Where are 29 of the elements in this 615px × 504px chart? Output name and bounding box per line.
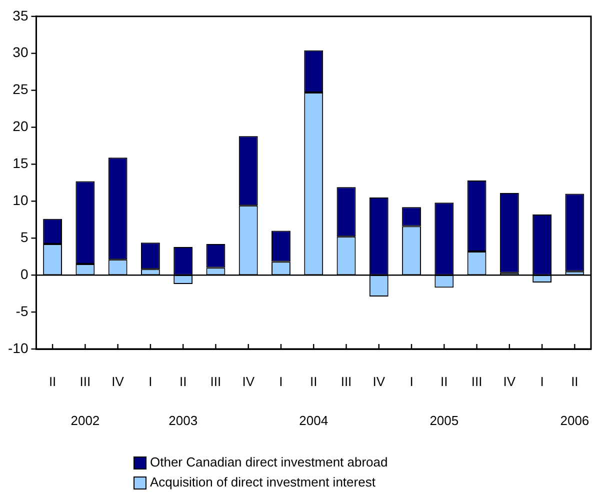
y-tick-label: 10 bbox=[12, 192, 28, 208]
x-tick-label: IV bbox=[372, 374, 386, 390]
x-tick-label: III bbox=[340, 374, 352, 390]
y-tick-label: 35 bbox=[12, 7, 28, 24]
y-tick-label: 25 bbox=[12, 81, 28, 98]
x-tick-label: I bbox=[279, 374, 283, 390]
x-tick-label: IV bbox=[503, 374, 516, 390]
legend-label: Acquisition of direct investment interest bbox=[150, 474, 376, 490]
x-tick-label: I bbox=[410, 374, 414, 390]
x-tick-label: IV bbox=[112, 374, 124, 390]
y-tick-label: -5 bbox=[16, 302, 28, 319]
category-label: II 2006 bbox=[560, 374, 590, 428]
x-tick-label: III bbox=[471, 374, 482, 390]
legend-label: Other Canadian direct investment abroad bbox=[150, 454, 388, 470]
x-tick-label: III bbox=[210, 374, 222, 390]
x-tick-label: I bbox=[148, 374, 152, 390]
y-tick-label: 5 bbox=[20, 228, 28, 245]
x-tick-label: IV bbox=[242, 374, 255, 390]
y-tick-label: 20 bbox=[12, 118, 28, 134]
y-tick-label: 30 bbox=[12, 44, 28, 60]
y-tick-label: -10 bbox=[8, 340, 28, 356]
category-label: II 2004 bbox=[299, 374, 328, 428]
y-tick-label: 15 bbox=[12, 155, 28, 172]
category-label: II 2003 bbox=[168, 374, 198, 428]
x-tick-label: I bbox=[540, 374, 544, 390]
y-tick-label: 0 bbox=[20, 266, 28, 282]
category-label: II 2005 bbox=[430, 374, 459, 428]
x-tick-label: II bbox=[48, 374, 56, 390]
category-label: III 2002 bbox=[70, 374, 100, 428]
